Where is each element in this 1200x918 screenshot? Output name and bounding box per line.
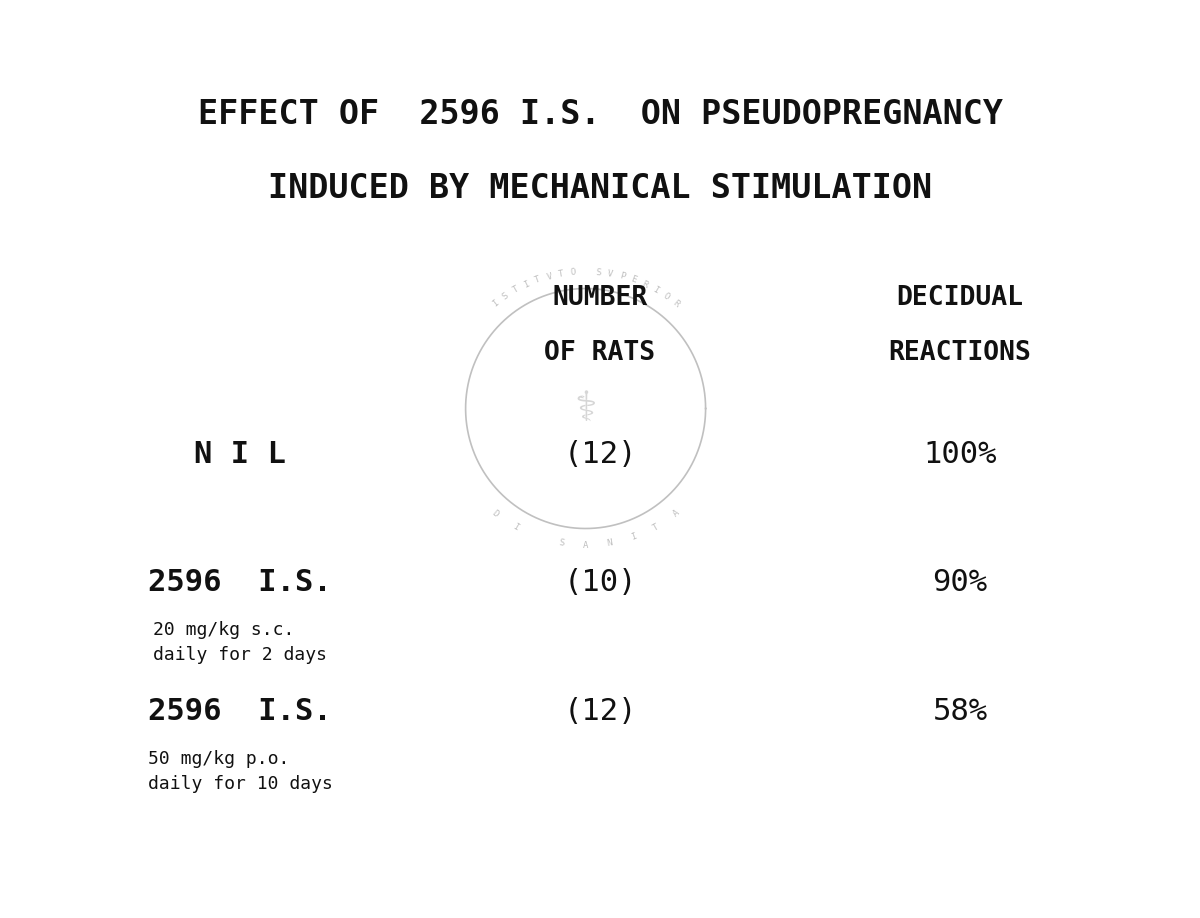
Text: 100%: 100%: [923, 440, 997, 469]
Text: V: V: [606, 269, 613, 279]
Text: 90%: 90%: [932, 568, 988, 598]
Text: A: A: [671, 509, 680, 519]
Text: T: T: [558, 269, 565, 279]
Text: O: O: [570, 268, 576, 277]
Text: R: R: [641, 279, 649, 290]
Text: 58%: 58%: [932, 697, 988, 726]
Text: I: I: [630, 532, 637, 543]
Text: D: D: [491, 509, 500, 519]
Text: NUMBER: NUMBER: [552, 285, 648, 311]
Text: REACTIONS: REACTIONS: [888, 341, 1032, 366]
Text: T: T: [511, 285, 520, 296]
Text: I: I: [652, 285, 660, 296]
Text: A: A: [583, 541, 588, 550]
Text: 50 mg/kg p.o.
daily for 10 days: 50 mg/kg p.o. daily for 10 days: [148, 750, 332, 792]
Text: O: O: [661, 291, 671, 301]
Text: 2596  I.S.: 2596 I.S.: [148, 568, 332, 598]
Text: ⚕: ⚕: [575, 387, 596, 430]
Text: N I L: N I L: [194, 440, 286, 469]
Text: R: R: [671, 298, 680, 308]
Text: I: I: [511, 521, 520, 532]
Text: S: S: [558, 538, 565, 548]
Text: T: T: [534, 274, 541, 285]
Text: I: I: [522, 279, 530, 290]
Text: 20 mg/kg s.c.
daily for 2 days: 20 mg/kg s.c. daily for 2 days: [154, 621, 326, 664]
Text: N: N: [606, 538, 613, 548]
Text: P: P: [618, 272, 625, 282]
Text: EFFECT OF  2596 I.S.  ON PSEUDOPREGNANCY: EFFECT OF 2596 I.S. ON PSEUDOPREGNANCY: [198, 98, 1002, 131]
Text: S: S: [500, 291, 510, 301]
Text: 2596  I.S.: 2596 I.S.: [148, 697, 332, 726]
Text: (10): (10): [563, 568, 637, 598]
Text: INDUCED BY MECHANICAL STIMULATION: INDUCED BY MECHANICAL STIMULATION: [268, 172, 932, 205]
Text: E: E: [630, 274, 637, 285]
Text: V: V: [546, 272, 553, 282]
Text: (12): (12): [563, 440, 637, 469]
Text: OF RATS: OF RATS: [545, 341, 655, 366]
Text: T: T: [652, 521, 660, 532]
Text: I: I: [491, 298, 500, 308]
Text: (12): (12): [563, 697, 637, 726]
Text: DECIDUAL: DECIDUAL: [896, 285, 1024, 311]
Text: S: S: [595, 268, 601, 277]
